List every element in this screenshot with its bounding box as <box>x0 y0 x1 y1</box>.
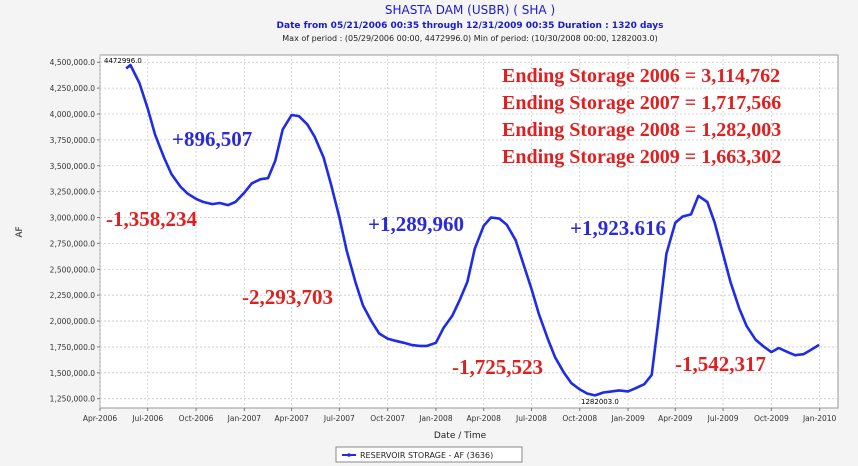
chart-subtitle: Date from 05/21/2006 00:35 through 12/31… <box>277 21 664 31</box>
y-tick-label: 2,750,000.0 <box>50 239 96 248</box>
x-tick-label: Jul-2009 <box>707 414 739 423</box>
x-tick-label: Apr-2009 <box>658 414 693 423</box>
x-tick-label: Apr-2007 <box>274 414 309 423</box>
legend-marker <box>347 453 351 457</box>
x-tick-label: Apr-2008 <box>467 414 502 423</box>
x-axis-label: Date / Time <box>434 431 487 441</box>
annotation: +1,923.616 <box>570 216 666 240</box>
y-tick-label: 3,250,000.0 <box>50 188 96 197</box>
x-tick-label: Jan-2010 <box>802 414 837 423</box>
y-tick-label: 1,250,000.0 <box>50 395 96 404</box>
legend-label: RESERVOIR STORAGE - AF (3636) <box>360 451 493 460</box>
annotation: Ending Storage 2006 = 3,114,762 <box>502 65 780 87</box>
x-tick-label: Apr-2006 <box>83 414 118 423</box>
chart-subtitle: Max of period : (05/29/2006 00:00, 44729… <box>282 34 657 43</box>
y-tick-label: 2,250,000.0 <box>50 291 96 300</box>
y-tick-label: 4,000,000.0 <box>50 110 96 119</box>
x-tick-label: Oct-2006 <box>179 414 214 423</box>
annotation: +1,289,960 <box>368 212 464 236</box>
y-tick-label: 3,750,000.0 <box>50 136 96 145</box>
data-line <box>125 63 820 397</box>
annotation: Ending Storage 2008 = 1,282,003 <box>502 119 781 141</box>
y-tick-label: 2,000,000.0 <box>50 317 96 326</box>
y-axis-label: AF <box>15 226 25 237</box>
y-tick-label: 4,500,000.0 <box>50 58 96 67</box>
y-tick-label: 1,750,000.0 <box>50 343 96 352</box>
annotation: Ending Storage 2009 = 1,663,302 <box>502 146 781 168</box>
x-tick-label: Jan-2009 <box>610 414 645 423</box>
annotation: -1,358,234 <box>106 207 197 231</box>
chart-title: SHASTA DAM (USBR) ( SHA ) <box>385 3 555 17</box>
annotation: Ending Storage 2007 = 1,717,566 <box>502 92 781 114</box>
x-tick-label: Oct-2007 <box>370 414 405 423</box>
y-tick-label: 3,000,000.0 <box>50 214 96 223</box>
x-tick-label: Oct-2008 <box>562 414 597 423</box>
x-tick-label: Oct-2009 <box>754 414 789 423</box>
y-tick-label: 1,500,000.0 <box>50 369 96 378</box>
x-tick-label: Jul-2008 <box>515 414 547 423</box>
annotation: +896,507 <box>172 127 252 151</box>
legend: RESERVOIR STORAGE - AF (3636) <box>335 446 523 463</box>
annotation: 4472996.0 <box>104 57 142 65</box>
annotation: -2,293,703 <box>242 285 333 309</box>
x-tick-label: Jan-2008 <box>418 414 453 423</box>
annotation: -1,725,523 <box>452 355 543 379</box>
x-tick-label: Jan-2007 <box>227 414 262 423</box>
y-tick-label: 4,250,000.0 <box>50 84 96 93</box>
y-tick-label: 2,500,000.0 <box>50 265 96 274</box>
legend-box <box>335 446 523 463</box>
y-tick-label: 3,500,000.0 <box>50 162 96 171</box>
annotation: 1282003.0 <box>581 398 619 406</box>
x-tick-label: Jul-2007 <box>323 414 355 423</box>
annotation: -1,542,317 <box>675 352 766 376</box>
x-tick-label: Jul-2006 <box>131 414 163 423</box>
